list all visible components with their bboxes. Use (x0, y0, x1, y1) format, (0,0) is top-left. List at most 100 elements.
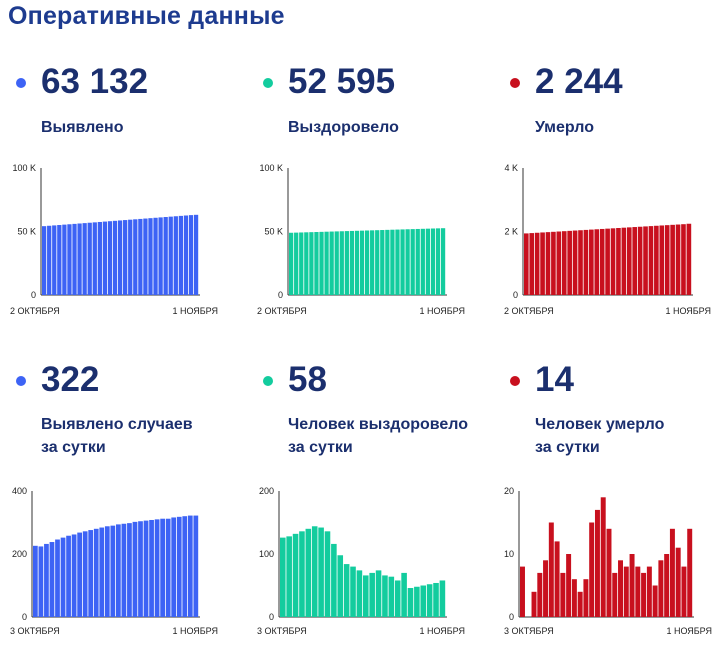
y-tick-label: 100 (259, 549, 274, 559)
bar (548, 522, 554, 617)
bar (289, 232, 294, 295)
x-tick-label: 2 ОКТЯБРЯ (504, 306, 554, 316)
bar (401, 572, 407, 617)
bar (385, 229, 390, 295)
x-tick-label: 1 НОЯБРЯ (419, 626, 465, 636)
y-tick-label: 0 (22, 612, 27, 622)
bar (47, 225, 52, 295)
stat-number: 322 (41, 360, 100, 399)
bar (686, 223, 692, 295)
bar (49, 542, 55, 617)
bar (567, 230, 572, 295)
x-tick-label: 2 ОКТЯБРЯ (10, 306, 60, 316)
bar (173, 216, 178, 295)
stat-caption: Человек умерло за сутки (535, 413, 664, 459)
caption-line: Выздоровело (288, 119, 399, 136)
bar (664, 225, 670, 295)
bar (304, 232, 309, 295)
bar (356, 570, 363, 617)
bar (681, 224, 686, 295)
bar (410, 229, 415, 295)
bar (375, 570, 382, 617)
bar (193, 515, 199, 617)
bar (382, 575, 388, 617)
bar (171, 517, 177, 617)
bar (44, 543, 49, 617)
bar (531, 591, 537, 617)
stat-number: 52 595 (288, 62, 396, 101)
bar (133, 219, 138, 295)
bar (375, 230, 380, 295)
bar (72, 223, 77, 295)
bar (60, 537, 66, 617)
bar (93, 528, 99, 617)
bar (643, 226, 648, 295)
caption-line: за сутки (41, 439, 106, 456)
stat-card-recovered: 52 595 Выздоровело 0 50 K 100 K 2 ОКТЯБРЯ 1 … (255, 60, 495, 360)
bar (344, 231, 349, 295)
bar (138, 521, 143, 617)
bar (132, 521, 138, 617)
chart-identified: 0 50 K 100 K 2 ОКТЯБРЯ 1 НОЯБРЯ (10, 163, 218, 316)
bar (67, 224, 72, 295)
status-dot (510, 78, 520, 88)
x-tick-label: 1 НОЯБРЯ (172, 306, 218, 316)
bar (97, 221, 102, 295)
bar (33, 545, 38, 617)
page-title: Оперативные данные (8, 2, 285, 30)
bar (414, 586, 420, 617)
bar (420, 228, 425, 295)
y-tick-label: 20 (504, 486, 514, 496)
bar (426, 584, 433, 617)
bar (314, 232, 319, 295)
bar (407, 588, 414, 617)
bar (589, 522, 595, 617)
bar (77, 532, 82, 617)
bar (121, 523, 127, 617)
bar (38, 546, 44, 617)
bar (123, 220, 128, 295)
bar (110, 525, 116, 617)
bar (405, 229, 410, 295)
bar (102, 221, 108, 295)
caption-line: Выявлено случаев (41, 416, 193, 433)
bar (648, 226, 654, 295)
bar (369, 572, 375, 617)
chart-daily-identified: 0 200 400 3 ОКТЯБРЯ 1 НОЯБРЯ (10, 486, 218, 636)
bar (395, 229, 400, 295)
status-dot (263, 376, 273, 386)
bar (329, 231, 334, 295)
bar (138, 218, 143, 295)
bar (433, 582, 439, 617)
bar (629, 554, 635, 617)
bar (658, 560, 664, 617)
y-tick-label: 0 (278, 290, 283, 300)
bar (66, 535, 71, 617)
y-tick-label: 0 (269, 612, 274, 622)
bar (299, 531, 305, 617)
bar (57, 225, 62, 295)
chart-deaths: 0 2 K 4 K 2 ОКТЯБРЯ 1 НОЯБРЯ (504, 163, 711, 316)
bar (556, 231, 562, 295)
bar (560, 572, 566, 617)
status-dot (263, 78, 273, 88)
stat-caption: Выздоровело (288, 116, 399, 139)
bar (637, 226, 643, 295)
bar (652, 585, 658, 617)
bar (520, 566, 525, 617)
bar (117, 220, 123, 295)
bar (430, 228, 436, 295)
x-tick-label: 3 ОКТЯБРЯ (10, 626, 60, 636)
bar (618, 560, 623, 617)
stat-number: 2 244 (535, 62, 623, 101)
bar (524, 233, 529, 295)
chart-daily-deaths: 0 10 20 3 ОКТЯБРЯ 1 НОЯБРЯ (504, 486, 712, 636)
bar (605, 228, 610, 295)
bar (632, 227, 638, 295)
bar (77, 223, 82, 295)
bar (188, 215, 194, 295)
stat-card-daily-deaths: 14 Человек умерло за сутки 0 10 20 3 ОКТЯБР… (502, 358, 719, 658)
x-tick-label: 1 НОЯБРЯ (419, 306, 465, 316)
stat-card-daily-recovered: 58 Человек выздоровело за сутки 0 100 200 3… (255, 358, 495, 658)
bar (594, 229, 600, 295)
